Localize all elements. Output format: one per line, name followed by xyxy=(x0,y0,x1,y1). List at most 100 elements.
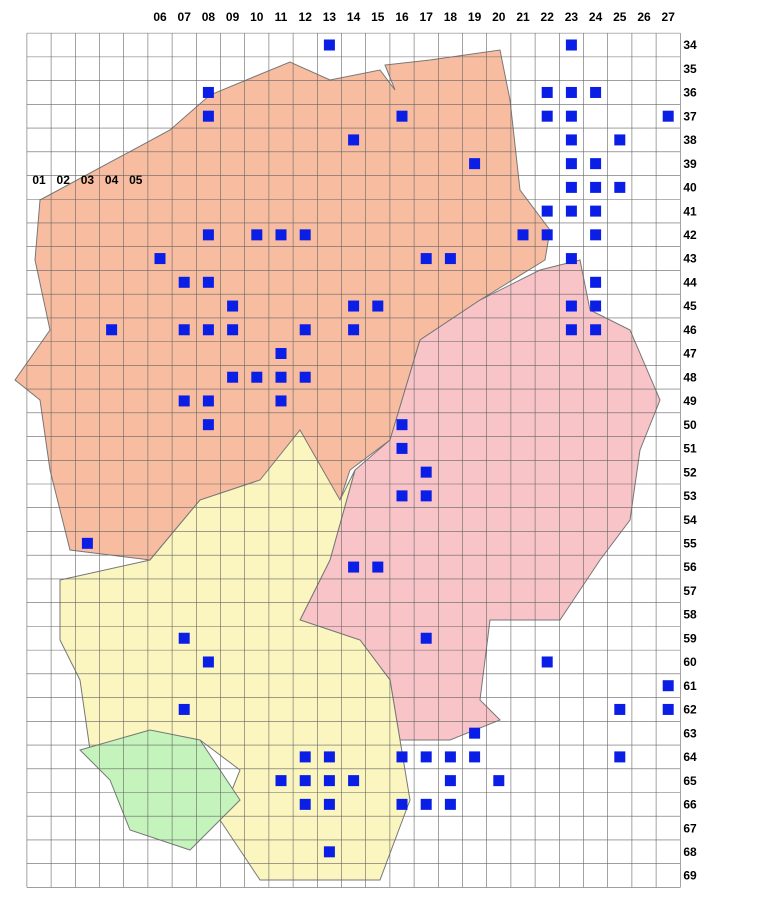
occurrence xyxy=(517,229,529,241)
column-label: 13 xyxy=(323,10,337,24)
occurrence xyxy=(323,751,335,763)
row-label: 39 xyxy=(683,157,697,171)
occurrence xyxy=(420,632,432,644)
occurrence xyxy=(662,110,674,122)
occurrence xyxy=(469,751,481,763)
column-label: 16 xyxy=(395,10,409,24)
row-label: 44 xyxy=(683,275,697,289)
occurrence xyxy=(444,751,456,763)
column-label: 11 xyxy=(275,10,288,24)
column-label: 10 xyxy=(250,10,264,24)
occurrence xyxy=(614,751,626,763)
occurrence xyxy=(275,395,287,407)
occurrence xyxy=(323,775,335,787)
column-label: 15 xyxy=(371,10,385,24)
occurrence xyxy=(106,324,118,336)
occurrence xyxy=(565,86,577,98)
occurrence xyxy=(590,324,602,336)
occurrence xyxy=(396,419,408,431)
occurrence xyxy=(178,324,190,336)
occurrence xyxy=(275,775,287,787)
occurrence xyxy=(590,86,602,98)
row-label: 60 xyxy=(683,655,697,669)
row-label: 56 xyxy=(683,560,697,574)
row-label: 40 xyxy=(683,181,697,195)
row-label: 57 xyxy=(683,584,697,598)
row-label: 36 xyxy=(683,86,697,100)
occurrence xyxy=(348,324,360,336)
occurrence xyxy=(444,775,456,787)
occurrence xyxy=(590,181,602,193)
occurrence xyxy=(348,775,360,787)
column-label: 07 xyxy=(178,10,192,24)
grid xyxy=(26,32,681,888)
column-label: 04 xyxy=(105,173,119,187)
occurrence xyxy=(372,561,384,573)
row-label: 41 xyxy=(683,204,697,218)
occurrence xyxy=(323,846,335,858)
row-label: 52 xyxy=(683,465,697,479)
row-label: 59 xyxy=(683,631,697,645)
occurrence xyxy=(178,276,190,288)
occurrence xyxy=(565,253,577,265)
occurrence xyxy=(565,158,577,170)
occurrences xyxy=(81,39,674,858)
column-label: 23 xyxy=(565,10,579,24)
occurrence xyxy=(469,158,481,170)
occurrence xyxy=(541,205,553,217)
occurrence xyxy=(178,632,190,644)
column-label: 25 xyxy=(613,10,627,24)
occurrence xyxy=(493,775,505,787)
column-label: 01 xyxy=(32,173,46,187)
occurrence xyxy=(202,110,214,122)
occurrence xyxy=(251,229,263,241)
column-label: 24 xyxy=(589,10,603,24)
column-label: 26 xyxy=(637,10,651,24)
occurrence xyxy=(541,229,553,241)
occurrence xyxy=(202,276,214,288)
occurrence xyxy=(420,798,432,810)
row-label: 62 xyxy=(683,703,697,717)
occurrence xyxy=(396,442,408,454)
row-label: 58 xyxy=(683,608,697,622)
occurrence xyxy=(323,798,335,810)
column-label: 06 xyxy=(153,10,167,24)
state-saarland xyxy=(79,729,241,851)
occurrence xyxy=(227,324,239,336)
column-label: 03 xyxy=(81,173,95,187)
occurrence xyxy=(299,371,311,383)
occurrence xyxy=(202,656,214,668)
occurrence xyxy=(202,419,214,431)
occurrence xyxy=(251,371,263,383)
row-label: 64 xyxy=(683,750,697,764)
occurrence xyxy=(565,300,577,312)
row-label: 68 xyxy=(683,845,697,859)
occurrence xyxy=(202,395,214,407)
occurrence xyxy=(541,656,553,668)
occurrence xyxy=(396,110,408,122)
occurrence xyxy=(202,229,214,241)
column-label: 05 xyxy=(129,173,143,187)
occurrence xyxy=(275,229,287,241)
occurrence xyxy=(444,253,456,265)
column-label: 17 xyxy=(420,10,434,24)
row-label: 53 xyxy=(683,489,697,503)
row-label: 61 xyxy=(683,679,697,693)
occurrence xyxy=(299,229,311,241)
occurrence xyxy=(662,680,674,692)
occurrence xyxy=(202,324,214,336)
column-label: 14 xyxy=(347,10,361,24)
row-label: 51 xyxy=(683,442,697,456)
occurrence xyxy=(275,347,287,359)
occurrence xyxy=(299,751,311,763)
occurrence xyxy=(541,110,553,122)
column-label: 22 xyxy=(541,10,555,24)
occurrence xyxy=(614,134,626,146)
row-label: 67 xyxy=(683,821,697,835)
column-label: 20 xyxy=(492,10,506,24)
occurrence xyxy=(565,39,577,51)
occurrence xyxy=(227,371,239,383)
occurrence xyxy=(614,181,626,193)
occurrence xyxy=(614,703,626,715)
occurrence xyxy=(469,727,481,739)
